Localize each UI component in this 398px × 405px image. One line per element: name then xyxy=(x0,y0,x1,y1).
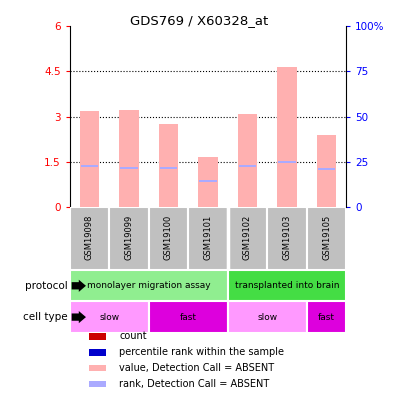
Bar xyxy=(70,207,109,270)
Bar xyxy=(307,301,346,333)
Bar xyxy=(120,167,138,169)
Text: protocol: protocol xyxy=(25,281,68,291)
Bar xyxy=(149,207,188,270)
Bar xyxy=(238,114,258,207)
Text: percentile rank within the sample: percentile rank within the sample xyxy=(119,347,285,357)
Bar xyxy=(318,168,336,171)
Text: GSM19098: GSM19098 xyxy=(85,215,94,260)
Text: rank, Detection Call = ABSENT: rank, Detection Call = ABSENT xyxy=(119,379,270,389)
Text: GSM19103: GSM19103 xyxy=(283,215,291,260)
Text: transplanted into brain: transplanted into brain xyxy=(235,281,339,290)
Bar xyxy=(89,365,106,371)
Bar xyxy=(238,165,256,167)
Bar xyxy=(109,207,149,270)
Bar xyxy=(119,110,139,207)
Text: cell type: cell type xyxy=(23,312,68,322)
Bar xyxy=(70,301,149,333)
Bar xyxy=(307,207,346,270)
Text: monolayer migration assay: monolayer migration assay xyxy=(87,281,211,290)
Bar xyxy=(149,301,228,333)
Text: GSM19100: GSM19100 xyxy=(164,215,173,260)
Text: GSM19101: GSM19101 xyxy=(203,215,213,260)
Text: count: count xyxy=(119,331,147,341)
Text: GDS769 / X60328_at: GDS769 / X60328_at xyxy=(130,14,268,27)
Bar xyxy=(267,207,307,270)
Bar xyxy=(160,167,178,169)
Bar xyxy=(80,111,99,207)
Bar xyxy=(228,270,346,301)
Text: GSM19099: GSM19099 xyxy=(125,215,133,260)
Bar xyxy=(199,180,217,182)
Text: fast: fast xyxy=(180,313,197,322)
Text: GSM19102: GSM19102 xyxy=(243,215,252,260)
Bar xyxy=(70,270,228,301)
Text: fast: fast xyxy=(318,313,335,322)
Bar xyxy=(89,333,106,340)
Bar xyxy=(89,381,106,387)
Bar xyxy=(228,301,307,333)
Bar xyxy=(278,161,296,163)
Text: slow: slow xyxy=(99,313,119,322)
Bar xyxy=(228,207,267,270)
Bar xyxy=(158,124,178,207)
Text: value, Detection Call = ABSENT: value, Detection Call = ABSENT xyxy=(119,363,275,373)
Bar xyxy=(198,157,218,207)
Bar xyxy=(89,349,106,356)
Text: slow: slow xyxy=(257,313,277,322)
Text: GSM19105: GSM19105 xyxy=(322,215,331,260)
Bar xyxy=(277,67,297,207)
Bar xyxy=(80,165,98,167)
Bar xyxy=(188,207,228,270)
Bar xyxy=(317,135,336,207)
